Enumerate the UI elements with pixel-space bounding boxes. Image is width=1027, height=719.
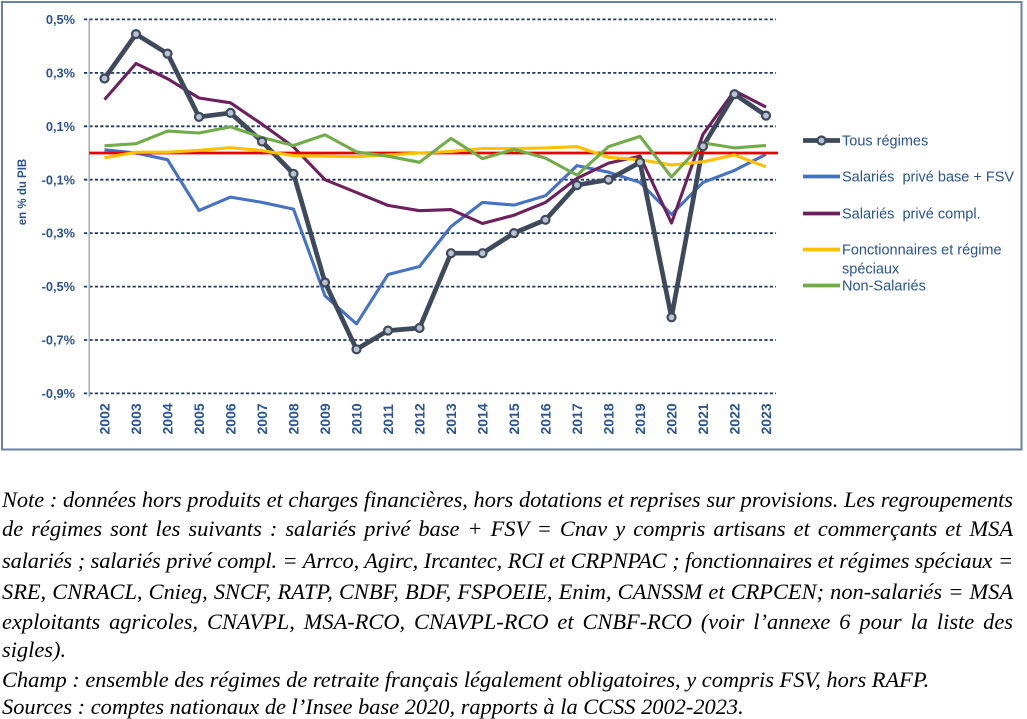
- svg-text:-0,3%: -0,3%: [42, 226, 76, 241]
- svg-text:Salariés privé base + FSV: Salariés privé base + FSV: [842, 170, 1014, 186]
- svg-text:2018: 2018: [601, 403, 617, 434]
- svg-text:-0,7%: -0,7%: [42, 333, 76, 348]
- svg-text:Tous régimes: Tous régimes: [842, 134, 928, 150]
- svg-text:2016: 2016: [538, 403, 554, 434]
- svg-text:2017: 2017: [569, 403, 585, 434]
- svg-text:2019: 2019: [632, 403, 648, 434]
- svg-text:2015: 2015: [506, 403, 522, 434]
- svg-text:2014: 2014: [475, 403, 491, 434]
- svg-text:2022: 2022: [727, 403, 743, 434]
- svg-text:2002: 2002: [97, 403, 113, 434]
- svg-text:2006: 2006: [223, 403, 239, 434]
- svg-text:2008: 2008: [286, 403, 302, 434]
- svg-text:spéciaux: spéciaux: [842, 262, 900, 278]
- svg-text:2009: 2009: [317, 403, 333, 434]
- svg-text:2013: 2013: [443, 403, 459, 434]
- svg-text:2011: 2011: [380, 404, 396, 435]
- svg-text:2007: 2007: [254, 403, 270, 434]
- svg-text:Non-Salariés: Non-Salariés: [842, 279, 926, 295]
- svg-text:Salariés privé compl.: Salariés privé compl.: [842, 207, 981, 223]
- svg-text:-0,1%: -0,1%: [42, 172, 76, 187]
- svg-text:2012: 2012: [412, 403, 428, 434]
- svg-text:2010: 2010: [349, 403, 365, 434]
- svg-text:-0,9%: -0,9%: [42, 386, 76, 401]
- svg-text:2005: 2005: [191, 403, 207, 434]
- svg-text:2021: 2021: [695, 403, 711, 434]
- svg-text:Fonctionnaires et régime: Fonctionnaires et régime: [842, 243, 1002, 259]
- svg-text:2003: 2003: [128, 403, 144, 434]
- svg-text:0,1%: 0,1%: [46, 119, 76, 134]
- svg-text:en % du PIB: en % du PIB: [17, 159, 29, 225]
- svg-text:2004: 2004: [160, 403, 176, 434]
- svg-text:2023: 2023: [758, 403, 774, 434]
- svg-text:2020: 2020: [664, 403, 680, 434]
- svg-text:0,3%: 0,3%: [46, 66, 76, 81]
- svg-text:-0,5%: -0,5%: [42, 279, 76, 294]
- svg-text:0,5%: 0,5%: [46, 12, 76, 27]
